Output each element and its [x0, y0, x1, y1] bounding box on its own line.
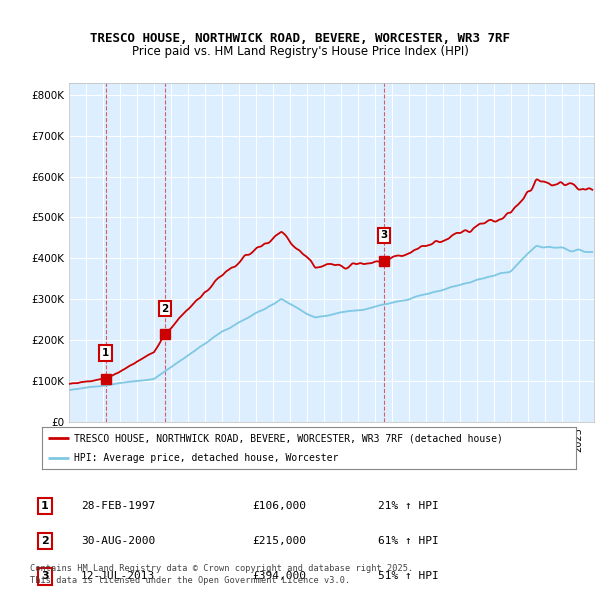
Text: Price paid vs. HM Land Registry's House Price Index (HPI): Price paid vs. HM Land Registry's House … — [131, 45, 469, 58]
Text: 12-JUL-2013: 12-JUL-2013 — [81, 572, 155, 581]
Text: TRESCO HOUSE, NORTHWICK ROAD, BEVERE, WORCESTER, WR3 7RF (detached house): TRESCO HOUSE, NORTHWICK ROAD, BEVERE, WO… — [74, 434, 503, 444]
Text: 3: 3 — [380, 230, 388, 240]
Text: 2: 2 — [41, 536, 49, 546]
Text: 1: 1 — [41, 501, 49, 510]
Text: £394,000: £394,000 — [252, 572, 306, 581]
Text: HPI: Average price, detached house, Worcester: HPI: Average price, detached house, Worc… — [74, 454, 338, 463]
Text: 30-AUG-2000: 30-AUG-2000 — [81, 536, 155, 546]
Text: 3: 3 — [41, 572, 49, 581]
Text: 2: 2 — [161, 303, 169, 313]
Text: 51% ↑ HPI: 51% ↑ HPI — [378, 572, 439, 581]
Text: 21% ↑ HPI: 21% ↑ HPI — [378, 501, 439, 510]
Text: £106,000: £106,000 — [252, 501, 306, 510]
Text: 1: 1 — [102, 348, 109, 358]
Text: 61% ↑ HPI: 61% ↑ HPI — [378, 536, 439, 546]
Text: £215,000: £215,000 — [252, 536, 306, 546]
Text: 28-FEB-1997: 28-FEB-1997 — [81, 501, 155, 510]
Text: TRESCO HOUSE, NORTHWICK ROAD, BEVERE, WORCESTER, WR3 7RF: TRESCO HOUSE, NORTHWICK ROAD, BEVERE, WO… — [90, 32, 510, 45]
Text: Contains HM Land Registry data © Crown copyright and database right 2025.
This d: Contains HM Land Registry data © Crown c… — [30, 565, 413, 585]
